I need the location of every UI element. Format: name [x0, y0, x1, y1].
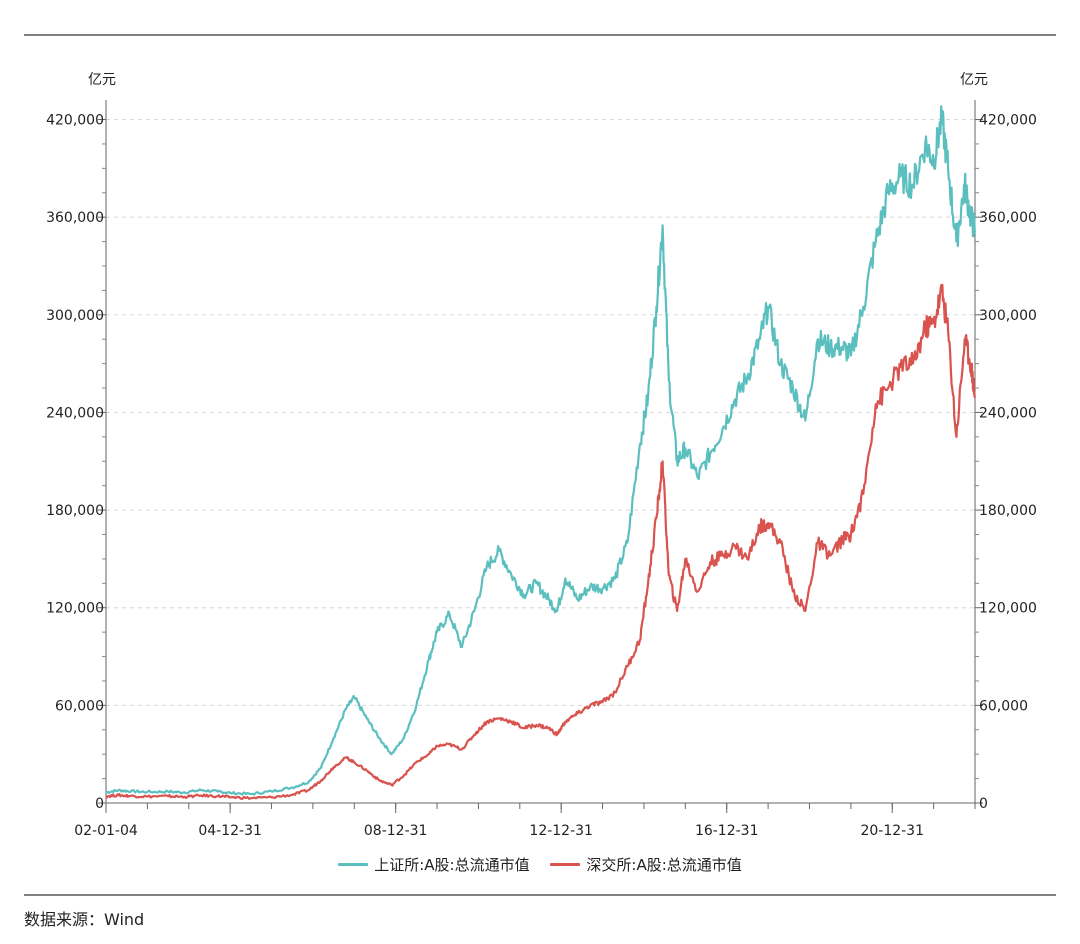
- x-tick-label: 04-12-31: [198, 823, 262, 839]
- legend-swatch-sse: [338, 863, 369, 866]
- series-line-1: [105, 283, 977, 800]
- ticks: 0 0 60,000 60,000 120,000 120,000 180,000 180,0…: [46, 113, 1037, 839]
- right-y-tick-label: 180,000: [979, 503, 1037, 519]
- x-tick-label: 20-12-31: [860, 823, 924, 839]
- left-y-tick-label: 120,000: [46, 601, 104, 617]
- legend-swatch-szse: [550, 863, 581, 866]
- right-y-tick-label: 60,000: [979, 698, 1028, 714]
- x-tick-label: 12-12-31: [529, 823, 593, 839]
- left-y-unit: 亿元: [88, 72, 116, 88]
- series: [105, 105, 977, 800]
- left-y-tick-label: 60,000: [55, 698, 104, 714]
- legend-label-sse: 上证所:A股:总流通市值: [374, 856, 530, 874]
- right-y-tick-label: 0: [979, 796, 988, 812]
- right-y-tick-label: 300,000: [979, 308, 1037, 324]
- left-y-tick-label: 180,000: [46, 503, 104, 519]
- left-y-tick-label: 420,000: [46, 113, 104, 129]
- left-y-tick-label: 0: [95, 796, 104, 812]
- series-line-0: [105, 105, 977, 796]
- right-y-tick-label: 240,000: [979, 405, 1037, 421]
- right-y-tick-label: 360,000: [979, 210, 1037, 226]
- legend: 上证所:A股:总流通市值 深交所:A股:总流通市值: [0, 852, 1080, 875]
- bottom-rule: [24, 894, 1056, 896]
- right-y-tick-label: 120,000: [979, 601, 1037, 617]
- x-tick-label: 02-01-04: [74, 823, 138, 839]
- left-y-tick-label: 360,000: [46, 210, 104, 226]
- x-tick-label: 16-12-31: [695, 823, 759, 839]
- right-y-unit: 亿元: [960, 72, 988, 88]
- left-y-tick-label: 240,000: [46, 405, 104, 421]
- legend-item-sse: 上证所:A股:总流通市值: [338, 854, 530, 875]
- axes: 亿元 亿元: [88, 72, 988, 804]
- gridlines: [106, 119, 975, 706]
- left-y-tick-label: 300,000: [46, 308, 104, 324]
- x-tick-label: 08-12-31: [364, 823, 428, 839]
- legend-item-szse: 深交所:A股:总流通市值: [550, 854, 742, 875]
- legend-label-szse: 深交所:A股:总流通市值: [586, 856, 742, 874]
- source-note: 数据来源：Wind: [24, 910, 145, 929]
- right-y-tick-label: 420,000: [979, 113, 1037, 129]
- top-rule: [24, 34, 1056, 36]
